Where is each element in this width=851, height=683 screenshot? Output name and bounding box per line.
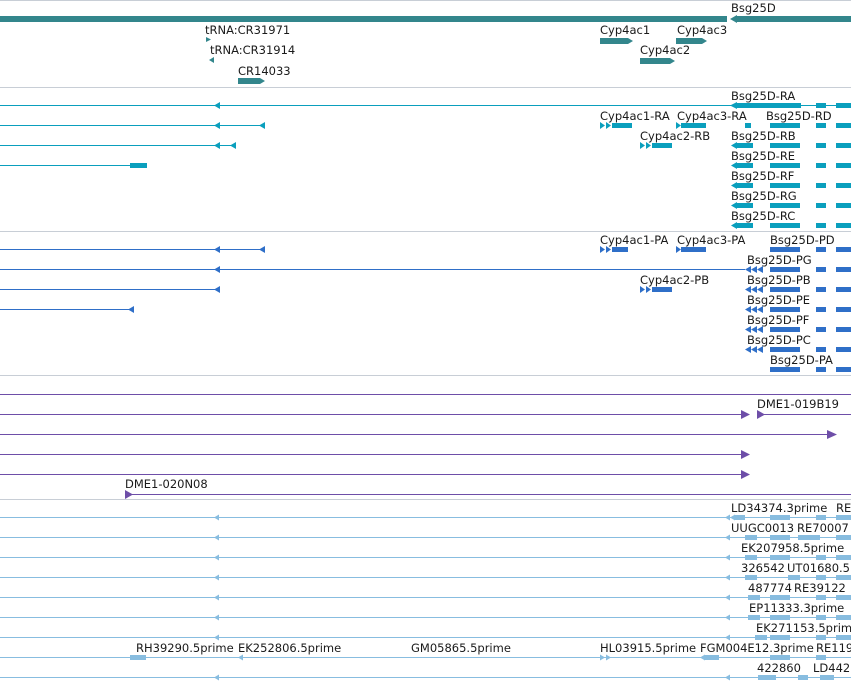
- gene-track: Bsg25D tRNA:CR31971 tRNA:CR31914 CR14033…: [0, 1, 851, 84]
- est-label: RE39122: [794, 581, 846, 595]
- est-label: UUGC0013: [731, 521, 794, 535]
- est-label: 422860: [757, 661, 801, 675]
- est-label: RE: [836, 501, 851, 515]
- clone-track: [0, 394, 851, 499]
- transcript-label: Cyp4ac1-RA: [600, 109, 670, 123]
- est-track: [0, 514, 851, 681]
- gene-bar-long[interactable]: [0, 16, 727, 22]
- est-label: EK252806.5prime: [238, 641, 341, 655]
- gene-label: Cyp4ac2: [640, 43, 690, 57]
- transcript-label: Bsg25D-RB: [731, 129, 796, 143]
- transcript-label: Bsg25D-RA: [731, 89, 795, 103]
- gene-label: Cyp4ac3: [677, 23, 727, 37]
- trna-cr31971-arrow[interactable]: [206, 37, 211, 42]
- gene-cyp4ac1[interactable]: [600, 38, 628, 44]
- gene-bsg25d[interactable]: [737, 16, 851, 22]
- clone-label: DME1-020N08: [125, 477, 208, 491]
- protein-label: Bsg25D-PE: [747, 293, 810, 307]
- transcript-labels: Bsg25D-RA Cyp4ac1-RA Cyp4ac3-RA Bsg25D-R…: [600, 89, 832, 223]
- gene-label: Cyp4ac1: [600, 23, 650, 37]
- est-label: LD442: [813, 661, 850, 675]
- protein-label: Bsg25D-PB: [747, 273, 811, 287]
- gene-label: Bsg25D: [731, 1, 776, 15]
- protein-label: Bsg25D-PA: [770, 353, 833, 367]
- cyp4ac1-arrow: [628, 38, 633, 44]
- track-separators: [0, 0, 851, 500]
- clone-label: DME1-019B19: [757, 397, 839, 411]
- cyp4ac3-arrow: [702, 38, 707, 44]
- transcript-track: [0, 102, 851, 229]
- protein-label: Cyp4ac1-PA: [600, 233, 668, 247]
- transcript-label: Bsg25D-RF: [731, 169, 794, 183]
- cr14033-arrow: [260, 78, 265, 84]
- gene-cyp4ac3[interactable]: [676, 38, 702, 44]
- est-label: GM05865.5prime: [411, 641, 511, 655]
- est-labels: LD34374.3prime RE UUGC0013 RE70007 EK207…: [136, 501, 851, 675]
- gene-label: CR14033: [238, 64, 291, 78]
- protein-label: Cyp4ac2-PB: [640, 273, 709, 287]
- gene-label: tRNA:CR31914: [210, 43, 295, 57]
- est-label: EK271153.5prime: [756, 621, 851, 635]
- transcript-label: Bsg25D-RD: [766, 109, 832, 123]
- protein-label: Cyp4ac3-PA: [677, 233, 745, 247]
- protein-labels: Cyp4ac1-PA Cyp4ac3-PA Bsg25D-PD Bsg25D-P…: [600, 233, 835, 367]
- est-label: 326542: [741, 561, 785, 575]
- gene-bsg25d-arrow[interactable]: [730, 15, 737, 23]
- transcript-label: Bsg25D-RG: [731, 189, 797, 203]
- est-label: RH39290.5prime: [136, 641, 234, 655]
- protein-label: Bsg25D-PG: [747, 253, 812, 267]
- gene-cr14033[interactable]: [238, 78, 260, 84]
- transcript-label: Bsg25D-RE: [731, 149, 795, 163]
- transcript-label: Cyp4ac3-RA: [677, 109, 747, 123]
- est-label: RE70007: [797, 521, 849, 535]
- est-label: RE119: [816, 641, 851, 655]
- est-label: 487774: [748, 581, 792, 595]
- est-label: EP11333.3prime: [749, 601, 844, 615]
- gene-label: tRNA:CR31971: [205, 23, 290, 37]
- trna-cr31914-arrow[interactable]: [209, 57, 214, 63]
- protein-label: Bsg25D-PD: [770, 233, 835, 247]
- est-label: UT01680.5: [787, 561, 850, 575]
- protein-label: Bsg25D-PF: [747, 313, 809, 327]
- protein-label: Bsg25D-PC: [747, 333, 811, 347]
- clone-labels: DME1-019B19 DME1-020N08: [125, 397, 839, 491]
- est-label: EK207958.5prime: [741, 541, 844, 555]
- protein-track: [0, 246, 851, 372]
- transcript-label: Bsg25D-RC: [731, 209, 795, 223]
- cyp4ac2-arrow: [670, 58, 675, 64]
- est-label: HL03915.5prime: [600, 641, 696, 655]
- gene-cyp4ac2[interactable]: [640, 58, 670, 64]
- transcript-label: Cyp4ac2-RB: [640, 129, 710, 143]
- est-label: LD34374.3prime: [731, 501, 827, 515]
- est-label: FGM004E12.3prime: [700, 641, 814, 655]
